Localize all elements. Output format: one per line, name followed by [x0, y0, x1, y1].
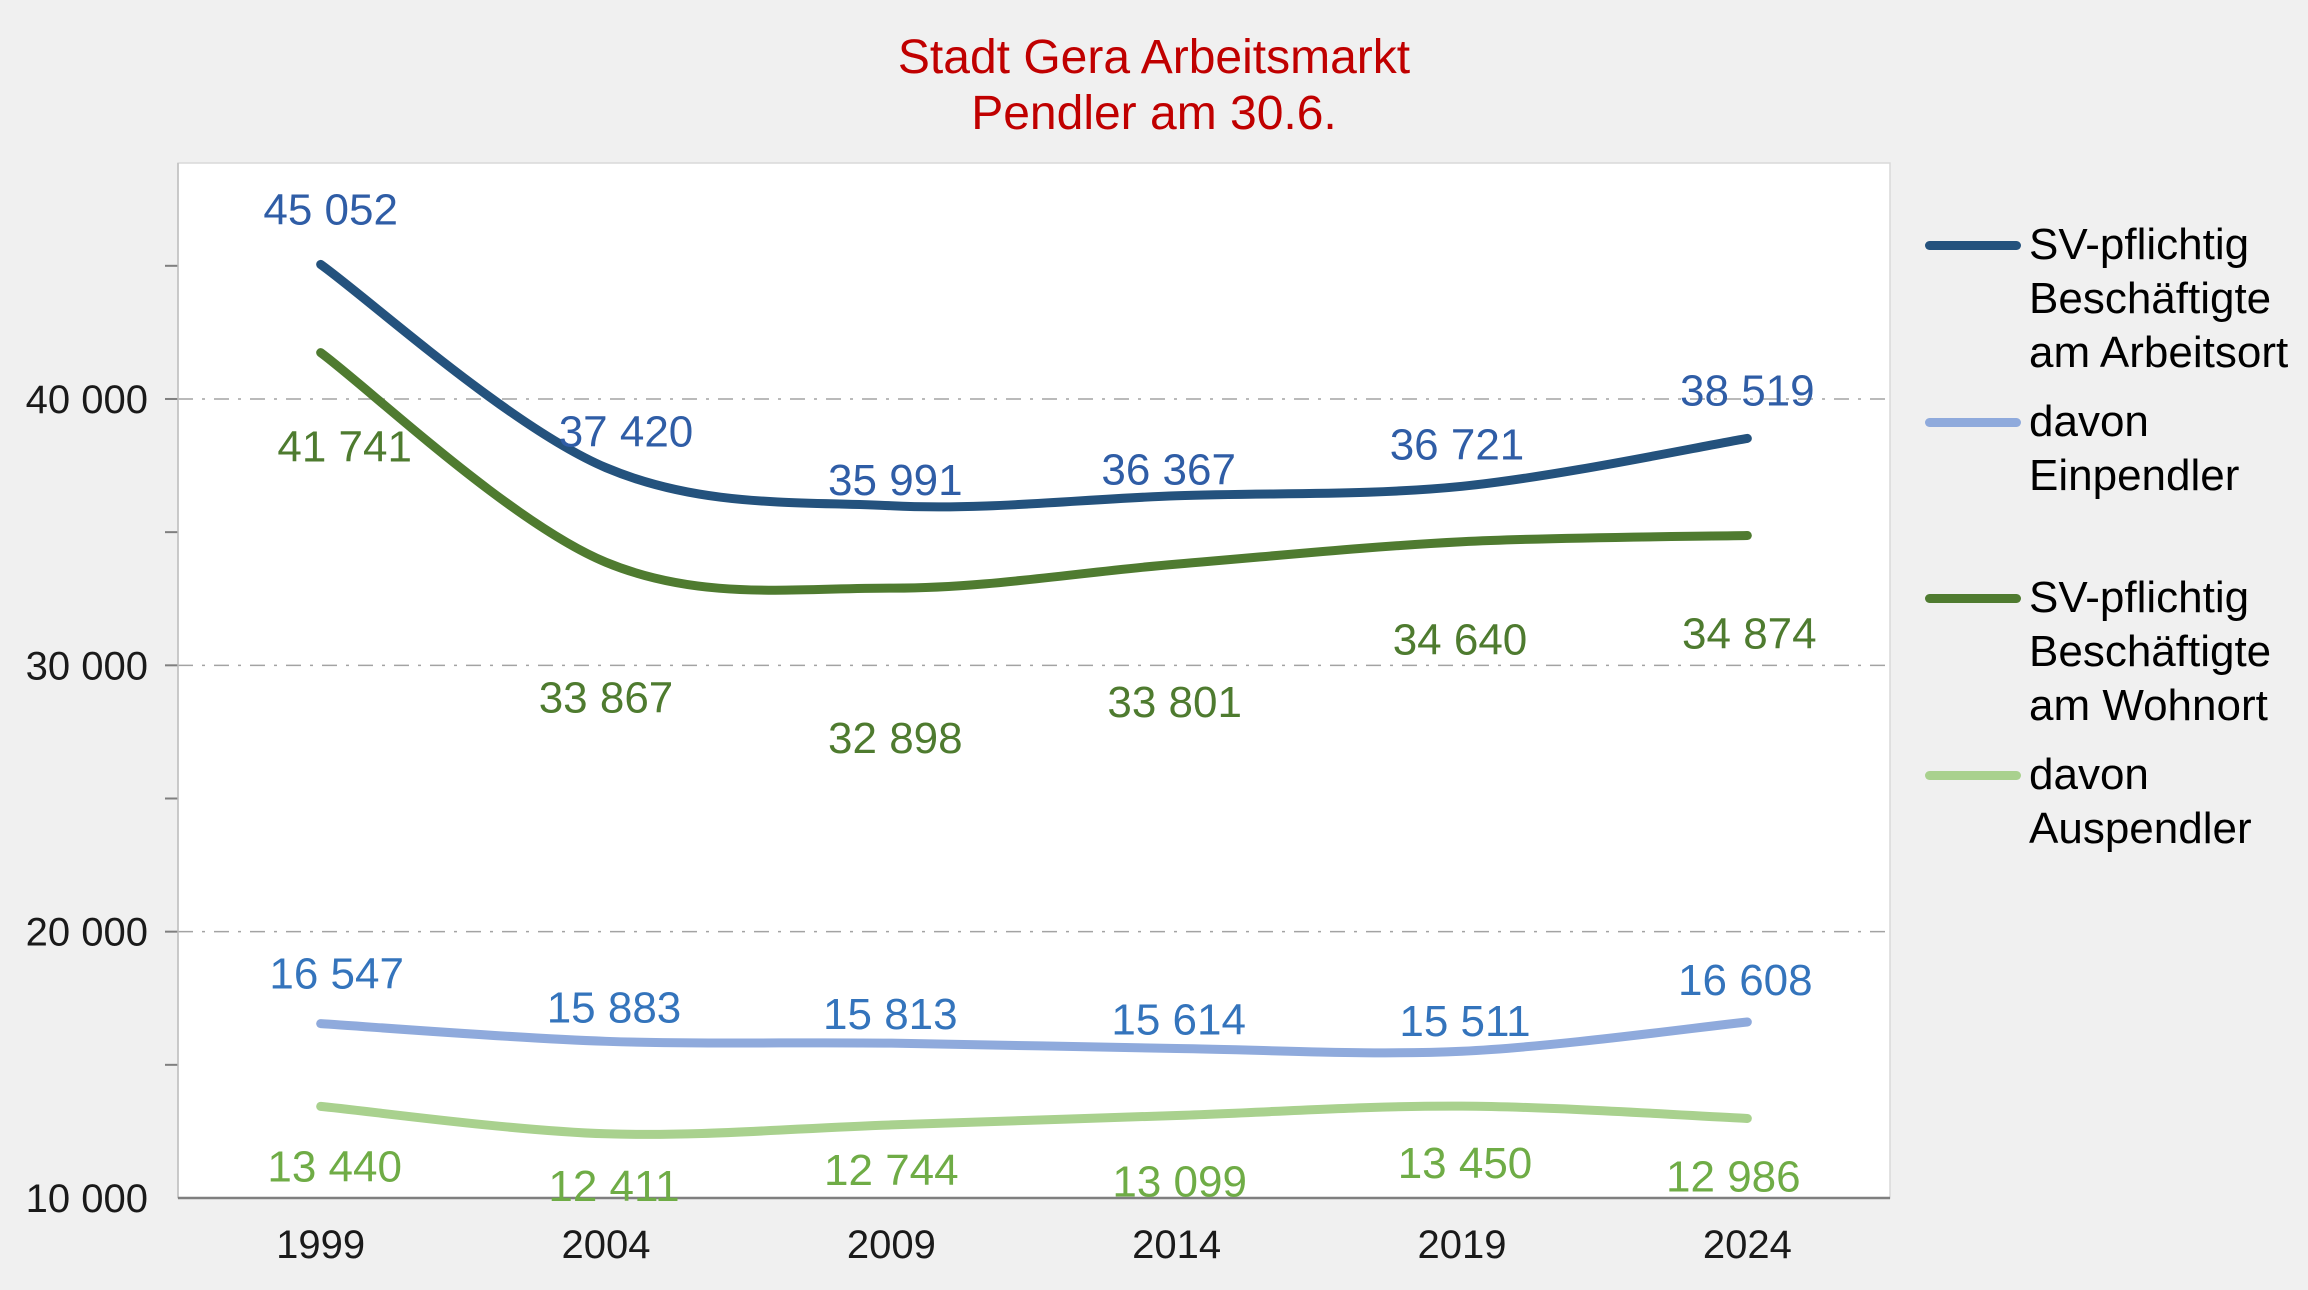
series-line-wohnort: [316, 348, 1752, 595]
legend-swatch-wohnort: [1925, 594, 2021, 603]
x-axis-label-2019: 2019: [1418, 1223, 1507, 1267]
data-label-auspendler-2004: 12 411: [548, 1162, 679, 1211]
data-label-auspendler-2019: 13 450: [1398, 1139, 1533, 1188]
data-label-arbeitsort-2009: 35 991: [828, 456, 963, 505]
data-label-einpendler-2024: 16 608: [1678, 956, 1813, 1005]
y-axis-label-30000: 30 000: [26, 644, 148, 688]
series-line-auspendler: [316, 1101, 1752, 1139]
chart-title-line2: Pendler am 30.6.: [971, 87, 1337, 140]
data-label-einpendler-2009: 15 813: [823, 990, 958, 1039]
x-axis-label-2014: 2014: [1132, 1223, 1221, 1267]
data-label-wohnort-2014: 33 801: [1107, 678, 1242, 727]
data-label-wohnort-2009: 32 898: [828, 714, 963, 763]
data-label-auspendler-2024: 12 986: [1666, 1152, 1801, 1201]
legend-item-einpendler: davon Einpendler: [1925, 395, 2308, 503]
data-label-arbeitsort-1999: 45 052: [263, 185, 398, 234]
data-label-einpendler-2014: 15 614: [1111, 995, 1246, 1044]
y-axis-label-40000: 40 000: [26, 378, 148, 422]
data-label-auspendler-2009: 12 744: [824, 1146, 959, 1195]
legend-swatch-einpendler: [1925, 418, 2021, 427]
x-axis-label-2009: 2009: [847, 1223, 936, 1267]
data-label-arbeitsort-2004: 37 420: [559, 408, 694, 457]
x-axis-label-1999: 1999: [276, 1223, 365, 1267]
data-label-einpendler-2004: 15 883: [547, 983, 682, 1032]
data-label-wohnort-2004: 33 867: [539, 673, 674, 722]
data-label-wohnort-2024: 34 874: [1682, 610, 1817, 659]
data-label-wohnort-2019: 34 640: [1393, 616, 1528, 665]
legend-item-wohnort: SV-pflichtig Beschäftigte am Wohnort: [1925, 571, 2308, 733]
x-axis-label-2004: 2004: [562, 1223, 651, 1267]
legend-item-auspendler: davon Auspendler: [1925, 748, 2308, 856]
data-label-auspendler-1999: 13 440: [267, 1142, 402, 1191]
data-label-einpendler-2019: 15 511: [1399, 997, 1530, 1046]
legend-label-wohnort: SV-pflichtig Beschäftigte am Wohnort: [2029, 573, 2272, 730]
legend-label-arbeitsort: SV-pflichtig Beschäftigte am Arbeitsort: [2029, 220, 2289, 377]
legend-label-auspendler: davon Auspendler: [2029, 750, 2252, 853]
series-line-einpendler: [316, 1017, 1752, 1058]
plot-background: [177, 162, 1891, 1199]
legend: SV-pflichtig Beschäftigte am Arbeitsort d…: [1925, 0, 2305, 1290]
y-axis-label-20000: 20 000: [26, 911, 148, 955]
data-label-arbeitsort-2024: 38 519: [1680, 366, 1815, 415]
data-label-arbeitsort-2019: 36 721: [1390, 420, 1525, 469]
legend-swatch-auspendler: [1925, 771, 2021, 780]
series-line-arbeitsort: [316, 259, 1752, 512]
data-label-einpendler-1999: 16 547: [269, 950, 404, 999]
data-label-arbeitsort-2014: 36 367: [1101, 446, 1236, 495]
legend-item-arbeitsort: SV-pflichtig Beschäftigte am Arbeitsort: [1925, 218, 2308, 380]
chart-title-line1: Stadt Gera Arbeitsmarkt: [897, 31, 1411, 84]
legend-swatch-arbeitsort: [1925, 241, 2021, 250]
legend-label-einpendler: davon Einpendler: [2029, 397, 2240, 500]
x-axis-label-2024: 2024: [1703, 1223, 1792, 1267]
y-axis-label-10000: 10 000: [26, 1177, 148, 1221]
data-label-wohnort-1999: 41 741: [277, 423, 412, 472]
chart-title: Stadt Gera Arbeitsmarkt Pendler am 30.6.: [898, 30, 1410, 142]
data-label-auspendler-2014: 13 099: [1112, 1157, 1247, 1206]
